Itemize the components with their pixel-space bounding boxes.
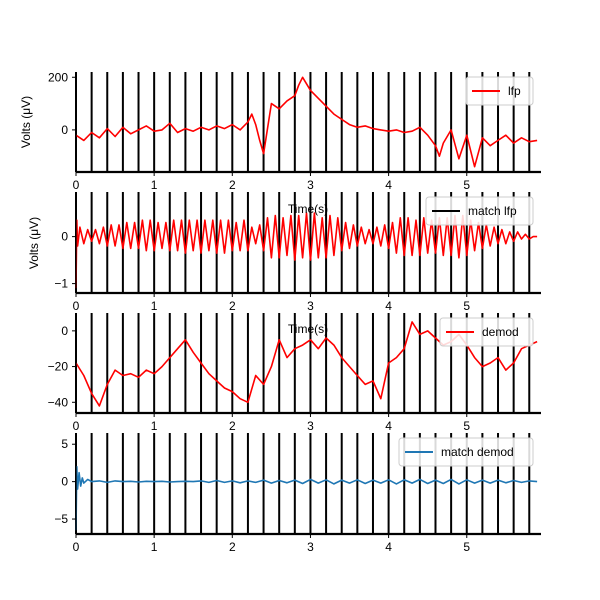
y-tick-label: 0 bbox=[61, 230, 68, 244]
x-tick-label: 2 bbox=[229, 419, 236, 433]
y-axis-label: Volts (μV) bbox=[27, 217, 41, 269]
x-tick-label: 4 bbox=[385, 419, 392, 433]
x-tick-label: 2 bbox=[229, 540, 236, 554]
legend: lfp bbox=[465, 76, 534, 106]
y-tick-label: 0 bbox=[61, 123, 68, 137]
y-tick-label: 0 bbox=[61, 324, 68, 338]
x-tick-label: 1 bbox=[151, 540, 158, 554]
x-tick-label: 4 bbox=[385, 178, 392, 192]
series-line-lfp bbox=[75, 76, 538, 168]
panel-2: 0 1 2 3 4 5 −1 0 Volts (μV) Time(s) match lfp bbox=[27, 192, 541, 313]
x-tick-label: 4 bbox=[385, 299, 392, 313]
legend: match lfp bbox=[425, 196, 534, 226]
x-tick-label: 5 bbox=[463, 178, 470, 192]
series-line-match-demod bbox=[75, 465, 538, 531]
legend-label: match lfp bbox=[468, 204, 517, 218]
y-tick-label: −20 bbox=[48, 360, 69, 374]
x-tick-label: 1 bbox=[151, 178, 158, 192]
panel-4: 0 1 2 3 4 5 −5 0 5 match demod bbox=[54, 433, 541, 554]
y-axis-label: Volts (μV) bbox=[19, 96, 33, 148]
y-tick-label: 200 bbox=[48, 70, 68, 84]
x-tick-label: 3 bbox=[307, 419, 314, 433]
x-tick-label: 5 bbox=[463, 299, 470, 313]
x-axis-label: Time(s) bbox=[288, 202, 328, 216]
x-axis-label: Time(s) bbox=[288, 322, 328, 336]
series-line-trace bbox=[75, 212, 538, 289]
x-tick-label: 4 bbox=[385, 540, 392, 554]
y-tick-label: −40 bbox=[48, 395, 69, 409]
y-tick-label: −5 bbox=[54, 512, 68, 526]
x-tick-label: 3 bbox=[307, 178, 314, 192]
x-tick-label: 0 bbox=[73, 178, 80, 192]
x-tick-label: 2 bbox=[229, 299, 236, 313]
legend: demod bbox=[439, 317, 534, 347]
legend-box bbox=[439, 317, 534, 347]
x-tick-label: 0 bbox=[73, 419, 80, 433]
panel-1: 0 1 2 3 4 5 0 200 Volts (μV) lfp bbox=[19, 70, 541, 192]
legend-label: match demod bbox=[441, 445, 514, 459]
x-tick-label: 5 bbox=[463, 540, 470, 554]
y-tick-label: 0 bbox=[61, 475, 68, 489]
y-tick-label: −1 bbox=[54, 277, 68, 291]
y-tick-label: 5 bbox=[61, 437, 68, 451]
x-tick-label: 3 bbox=[307, 540, 314, 554]
x-tick-label: 2 bbox=[229, 178, 236, 192]
legend-label: lfp bbox=[508, 84, 521, 98]
legend: match demod bbox=[398, 437, 534, 467]
legend-label: demod bbox=[482, 325, 519, 339]
x-tick-label: 1 bbox=[151, 299, 158, 313]
x-tick-label: 3 bbox=[307, 299, 314, 313]
panel-3: 0 1 2 3 4 5 −40 −20 0 Time(s) demod bbox=[48, 313, 541, 433]
legend-box bbox=[425, 196, 534, 226]
x-tick-label: 5 bbox=[463, 419, 470, 433]
x-tick-label: 1 bbox=[151, 419, 158, 433]
legend-box bbox=[398, 437, 534, 467]
x-tick-label: 0 bbox=[73, 540, 80, 554]
x-tick-label: 0 bbox=[73, 299, 80, 313]
